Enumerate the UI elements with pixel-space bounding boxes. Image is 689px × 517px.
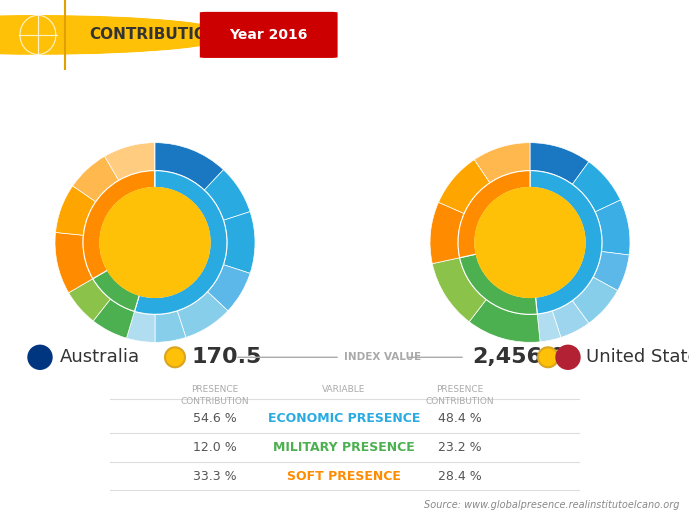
Text: 28.4 %: 28.4 % bbox=[438, 469, 482, 482]
Wedge shape bbox=[573, 162, 621, 212]
Text: PRESENCE
CONTRIBUTION: PRESENCE CONTRIBUTION bbox=[181, 385, 249, 406]
Wedge shape bbox=[55, 233, 93, 293]
Wedge shape bbox=[530, 143, 589, 185]
Wedge shape bbox=[56, 186, 96, 235]
Wedge shape bbox=[438, 160, 490, 214]
Text: CONTRIBUTIONS: CONTRIBUTIONS bbox=[90, 27, 232, 42]
Wedge shape bbox=[93, 299, 134, 338]
Circle shape bbox=[28, 345, 52, 369]
Wedge shape bbox=[177, 292, 228, 338]
Wedge shape bbox=[593, 251, 629, 291]
Wedge shape bbox=[72, 156, 119, 202]
Text: INDEX VALUE: INDEX VALUE bbox=[344, 352, 421, 362]
Wedge shape bbox=[553, 300, 589, 338]
Text: MILITARY PRESENCE: MILITARY PRESENCE bbox=[273, 440, 415, 453]
Wedge shape bbox=[430, 202, 464, 264]
Circle shape bbox=[165, 347, 185, 367]
Wedge shape bbox=[223, 211, 255, 273]
Text: Source: www.globalpresence.realinstitutoelcano.org: Source: www.globalpresence.realinstituto… bbox=[424, 500, 680, 510]
Text: Australia: Australia bbox=[60, 348, 140, 366]
Text: 54.6 %: 54.6 % bbox=[193, 412, 237, 424]
Text: 48.4 %: 48.4 % bbox=[438, 412, 482, 424]
Wedge shape bbox=[155, 311, 186, 342]
Wedge shape bbox=[537, 311, 561, 342]
Wedge shape bbox=[469, 299, 540, 342]
Text: 33.3 %: 33.3 % bbox=[193, 469, 237, 482]
Circle shape bbox=[538, 347, 558, 367]
Text: ECONOMIC PRESENCE: ECONOMIC PRESENCE bbox=[268, 412, 420, 424]
Wedge shape bbox=[432, 258, 486, 322]
Text: 12.0 %: 12.0 % bbox=[193, 440, 237, 453]
Circle shape bbox=[0, 16, 231, 54]
Wedge shape bbox=[155, 143, 223, 190]
Wedge shape bbox=[105, 143, 154, 180]
Wedge shape bbox=[204, 170, 250, 220]
Circle shape bbox=[0, 12, 258, 57]
Text: 170.5: 170.5 bbox=[191, 347, 261, 367]
Text: Year 2016: Year 2016 bbox=[229, 28, 308, 42]
Text: VARIABLE: VARIABLE bbox=[322, 385, 366, 394]
Circle shape bbox=[556, 345, 580, 369]
Wedge shape bbox=[474, 143, 530, 183]
Wedge shape bbox=[458, 171, 530, 258]
Wedge shape bbox=[69, 279, 110, 321]
Wedge shape bbox=[530, 171, 602, 314]
Text: United States: United States bbox=[586, 348, 689, 366]
Wedge shape bbox=[573, 277, 617, 323]
Wedge shape bbox=[595, 200, 630, 255]
Text: PRESENCE
CONTRIBUTION: PRESENCE CONTRIBUTION bbox=[426, 385, 494, 406]
Circle shape bbox=[475, 188, 585, 297]
Wedge shape bbox=[83, 171, 154, 279]
Text: 23.2 %: 23.2 % bbox=[438, 440, 482, 453]
Wedge shape bbox=[127, 311, 155, 342]
Text: SOFT PRESENCE: SOFT PRESENCE bbox=[287, 469, 401, 482]
FancyBboxPatch shape bbox=[200, 12, 338, 58]
Wedge shape bbox=[93, 270, 139, 311]
Wedge shape bbox=[207, 265, 250, 311]
Text: 2,456.9: 2,456.9 bbox=[472, 347, 566, 367]
Wedge shape bbox=[460, 254, 537, 314]
Wedge shape bbox=[134, 171, 227, 314]
Circle shape bbox=[100, 188, 210, 297]
